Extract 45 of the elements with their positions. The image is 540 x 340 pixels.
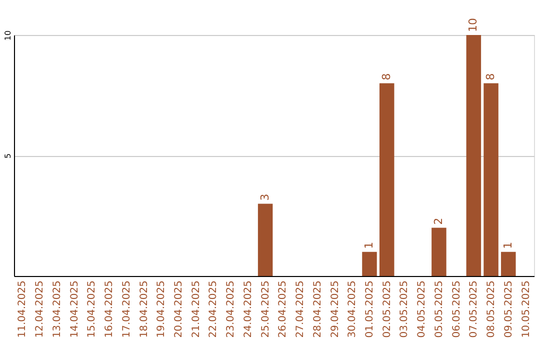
data-label: 2	[432, 218, 445, 225]
x-tick-label: 11.04.2025	[17, 280, 28, 338]
x-tick-label: 24.04.2025	[242, 280, 254, 338]
bar	[501, 252, 516, 276]
x-tick-label: 25.04.2025	[260, 280, 272, 338]
data-label: 1	[362, 242, 376, 249]
x-tick-label: 03.05.2025	[399, 280, 410, 338]
bar	[466, 35, 482, 276]
x-tick-label: 19.04.2025	[156, 280, 168, 338]
x-tick-label: 26.04.2025	[278, 280, 289, 338]
x-tick-label: 04.05.2025	[416, 280, 428, 338]
x-tick-label: 28.04.2025	[312, 280, 324, 338]
data-label: 1	[501, 242, 514, 249]
x-tick-label: 22.04.2025	[208, 280, 220, 338]
x-tick-label: 02.05.2025	[382, 280, 393, 338]
x-tick-label: 21.04.2025	[190, 280, 202, 338]
bar	[258, 204, 273, 276]
x-tick-label: 12.04.2025	[34, 280, 46, 338]
x-tick-label: 14.04.2025	[69, 280, 80, 338]
x-tick-label: 10.05.2025	[520, 280, 532, 338]
x-tick-label: 09.05.2025	[503, 280, 514, 338]
y-tick-label: 5	[4, 153, 12, 159]
x-tick-label: 20.04.2025	[174, 280, 185, 338]
data-label: 3	[258, 194, 272, 201]
x-tick-label: 29.04.2025	[330, 280, 341, 338]
bar	[362, 252, 377, 276]
x-tick-label: 17.04.2025	[121, 280, 132, 338]
x-tick-label: 15.04.2025	[86, 280, 98, 338]
data-label: 10	[466, 18, 480, 32]
x-tick-label: 06.05.2025	[451, 280, 462, 338]
x-tick-label: 23.04.2025	[226, 280, 237, 338]
x-tick-label: 27.04.2025	[295, 280, 306, 338]
bar	[432, 228, 446, 276]
data-label: 8	[380, 73, 393, 80]
x-tick-label: 16.04.2025	[104, 280, 116, 338]
bar	[484, 83, 498, 276]
data-label: 8	[484, 73, 498, 80]
x-tick-label: 13.04.2025	[52, 280, 63, 338]
x-tick-label: 07.05.2025	[468, 280, 480, 338]
x-tick-label: 01.05.2025	[364, 280, 376, 338]
bar	[379, 83, 394, 276]
x-tick-label: 18.04.2025	[138, 280, 150, 338]
x-tick-label: 30.04.2025	[347, 280, 358, 338]
x-tick-label: 05.05.2025	[434, 280, 445, 338]
x-tick-label: 08.05.2025	[486, 280, 498, 338]
